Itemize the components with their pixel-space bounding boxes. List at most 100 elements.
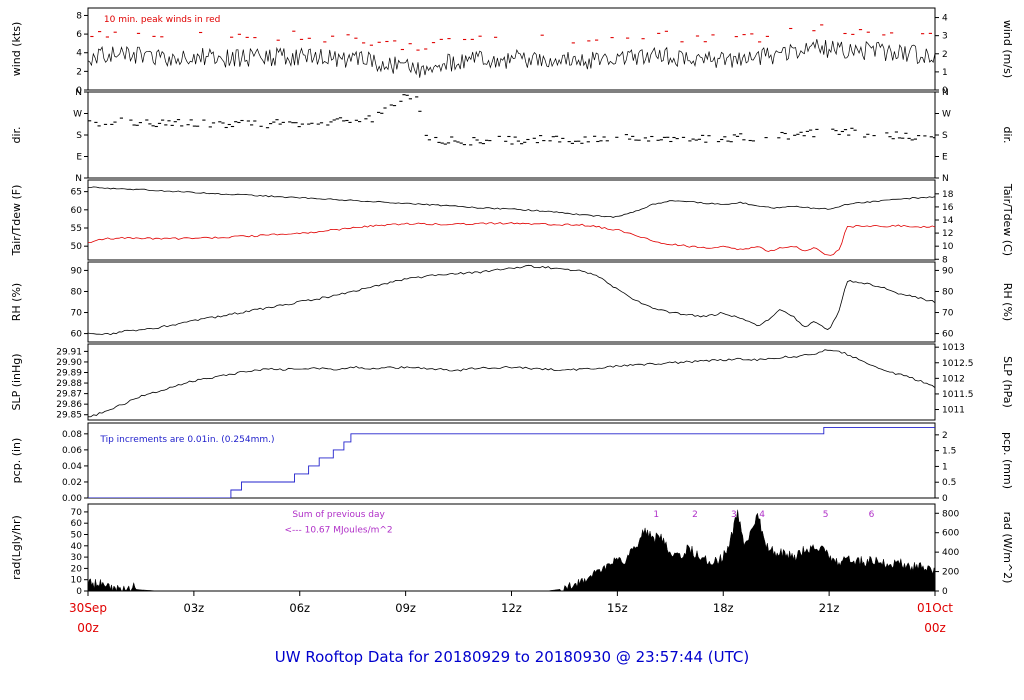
x-tick-label: 18z (713, 601, 734, 615)
right-tick-label: 8 (942, 255, 948, 265)
left-tick-label: 0.02 (62, 478, 82, 488)
right-tick-label: 200 (942, 568, 959, 578)
annotation-rad-7: 6 (869, 510, 875, 520)
panel-frame (87, 91, 936, 179)
left-tick-label: 60 (71, 330, 83, 340)
left-axis-label: RH (%) (10, 283, 23, 321)
left-tick-label: 40 (71, 542, 83, 552)
right-tick-label: 1012.5 (942, 359, 974, 369)
series-peak_wind_10min_kts (90, 24, 932, 51)
left-tick-label: 70 (71, 309, 83, 319)
right-tick-label: 1 (942, 68, 948, 78)
right-tick-label: 1011 (942, 406, 965, 416)
right-axis-label: dir. (1001, 126, 1014, 143)
right-axis-label: RH (%) (1001, 283, 1014, 321)
series-solar_rad_lgly_hr (88, 509, 935, 591)
x-end-hour: 00z (924, 621, 946, 635)
right-tick-label: 800 (942, 509, 959, 519)
right-tick-label: 70 (942, 309, 954, 319)
annotation-rad-1: <--- 10.67 MJoules/m^2 (284, 526, 392, 536)
right-tick-label: 1013 (942, 343, 965, 353)
left-tick-label: 0 (76, 86, 82, 96)
left-tick-label: 29.85 (56, 411, 82, 421)
left-axis-label: rad(Lgly/hr) (10, 515, 23, 580)
left-axis-label: Tair/Tdew (F) (10, 185, 23, 257)
right-tick-label: E (942, 153, 948, 163)
right-tick-label: W (942, 110, 951, 120)
left-tick-label: 65 (71, 188, 82, 198)
panel-series (88, 24, 935, 78)
left-tick-label: 29.86 (56, 400, 82, 410)
left-tick-label: 0 (76, 587, 82, 597)
right-tick-label: 0.5 (942, 478, 956, 488)
x-start-hour: 00z (77, 621, 99, 635)
series-wind_speed_kts (88, 39, 935, 78)
x-tick-label: 03z (184, 601, 205, 615)
panel-pcp: 0.00 0.02 0.04 0.06 0.08 0 0.5 1 1.5 2 pcp. (in) pc… (10, 422, 1014, 504)
series-tair_f (88, 186, 935, 218)
left-tick-label: 4 (76, 49, 82, 59)
right-tick-label: 400 (942, 548, 959, 558)
left-tick-label: 6 (76, 30, 82, 40)
annotation-pcp-0: Tip increments are 0.01in. (0.254mm.) (99, 435, 274, 445)
left-tick-label: N (75, 174, 82, 184)
panel-frame (87, 422, 936, 499)
left-tick-label: 29.87 (56, 390, 82, 400)
left-tick-label: W (73, 110, 82, 120)
right-tick-label: 1011.5 (942, 390, 974, 400)
right-tick-label: S (942, 131, 948, 141)
left-tick-label: 29.90 (56, 358, 82, 368)
panel-frame (87, 261, 936, 343)
left-tick-label: 55 (71, 224, 82, 234)
right-tick-label: 14 (942, 216, 954, 226)
panel-temp: 50 55 60 65 8 10 12 14 16 18 Tair/Tdew (F) Tair/Tde… (10, 179, 1014, 265)
series-slp_inhg (88, 349, 935, 418)
panel-rh: 60 70 80 90 60 70 80 90 RH (%) RH (%) (10, 261, 1014, 343)
panel-series (88, 92, 935, 146)
right-axis-label: rad (W/m^2) (1001, 512, 1014, 584)
left-tick-label: 60 (71, 519, 83, 529)
left-tick-label: S (76, 131, 82, 141)
right-tick-label: 90 (942, 266, 954, 276)
panel-frame (87, 343, 936, 421)
right-tick-label: 1012 (942, 374, 965, 384)
left-tick-label: 29.91 (56, 347, 82, 357)
x-start-date: 30Sep (69, 601, 107, 615)
x-tick-label: 21z (819, 601, 840, 615)
right-tick-label: 2 (942, 50, 948, 60)
right-tick-label: 12 (942, 229, 953, 239)
left-tick-label: 70 (71, 508, 83, 518)
x-tick-label: 12z (501, 601, 522, 615)
left-tick-label: 90 (71, 266, 83, 276)
right-tick-label: 1 (942, 462, 948, 472)
right-tick-label: 3 (942, 32, 948, 42)
left-axis-label: pcp. (in) (10, 438, 23, 484)
left-tick-label: 2 (76, 67, 82, 77)
right-axis-label: Tair/Tdew (C) (1001, 183, 1014, 256)
right-tick-label: 10 (942, 242, 954, 252)
panel-series (88, 426, 935, 498)
right-tick-label: 18 (942, 190, 954, 200)
x-end-date: 01Oct (917, 601, 953, 615)
series-wind_direction_deg (88, 92, 935, 146)
left-axis-label: wind (kts) (10, 22, 23, 77)
right-tick-label: N (942, 174, 949, 184)
right-axis-label: SLP (hPa) (1001, 356, 1014, 408)
left-tick-label: 8 (76, 11, 82, 21)
annotation-wind-0: 10 min. peak winds in red (104, 15, 221, 25)
panel-frame (87, 7, 936, 91)
annotation-rad-4: 3 (731, 510, 737, 520)
x-tick-label: 06z (289, 601, 310, 615)
panel-rad: 0102030405060700200400600800rad(Lgly/hr)… (10, 503, 1014, 597)
panel-wind: 0 2 4 6 8 0 1 2 3 4 wind (kts) wind (m/s) 10 min. pe… (10, 7, 1014, 96)
panel-series (88, 509, 935, 591)
left-tick-label: N (75, 88, 82, 98)
figure-title: UW Rooftop Data for 20180929 to 20180930… (274, 648, 750, 666)
right-tick-label: 4 (942, 14, 948, 24)
annotation-rad-0: Sum of previous day (292, 510, 385, 520)
left-tick-label: 0.00 (62, 494, 82, 504)
